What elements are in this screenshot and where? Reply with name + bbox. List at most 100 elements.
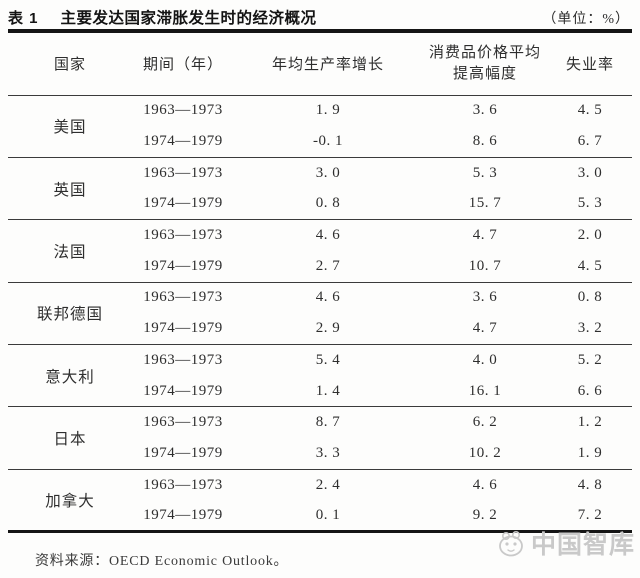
table-row: 日本 1963—1973 8. 7 6. 2 1. 2 xyxy=(8,407,632,448)
country-group-uk: 英国 1963—1973 3. 0 5. 3 3. 0 1974—1979 0.… xyxy=(8,157,632,220)
table-row: 1974—1979 0. 8 15. 7 5. 3 xyxy=(8,189,632,220)
header-country: 国家 xyxy=(8,31,132,96)
price-value: 4. 7 xyxy=(472,320,498,337)
period-cell: 1974—1979 xyxy=(143,257,223,274)
unit-note: （单位：%） xyxy=(542,12,630,27)
table-row: 1974—1979 3. 3 10. 2 1. 9 xyxy=(8,438,632,469)
country-name: 加拿大 xyxy=(45,492,95,510)
country-group-france: 法国 1963—1973 4. 6 4. 7 2. 0 1974—1979 2.… xyxy=(8,220,632,283)
price-value: 4. 6 xyxy=(472,476,498,493)
unemployment-value: 3. 2 xyxy=(577,320,603,337)
table-caption: 表 1 主要发达国家滞胀发生时的经济概况 xyxy=(8,6,317,28)
table-row: 1974—1979 2. 9 4. 7 3. 2 xyxy=(8,313,632,344)
country-name: 法国 xyxy=(53,243,87,261)
header-row: 国家 期间（年） 年均生产率增长 消费品价格平均 提高幅度 失业率 xyxy=(8,31,632,96)
table-title: 主要发达国家滞胀发生时的经济概况 xyxy=(60,10,317,27)
country-name: 日本 xyxy=(53,431,87,449)
productivity-value: 5. 4 xyxy=(315,351,341,368)
unemployment-value: 1. 2 xyxy=(577,414,603,431)
header-unemployment: 失业率 xyxy=(548,31,632,96)
country-name: 意大利 xyxy=(45,368,95,386)
panda-face-logo-icon xyxy=(499,530,523,557)
unemployment-value: 2. 0 xyxy=(577,227,603,244)
price-value: 10. 2 xyxy=(468,444,502,461)
unemployment-value: 3. 0 xyxy=(577,164,603,181)
price-value: 16. 1 xyxy=(468,382,502,399)
price-value: 3. 6 xyxy=(472,289,498,306)
watermark-text: 中国智库 xyxy=(530,531,635,559)
period-cell: 1974—1979 xyxy=(143,133,223,150)
table-caption-row: 表 1 主要发达国家滞胀发生时的经济概况 （单位：%） xyxy=(8,6,630,28)
unemployment-value: 6. 6 xyxy=(577,382,603,399)
period-cell: 1974—1979 xyxy=(143,506,223,523)
header-period: 期间（年） xyxy=(132,31,234,96)
productivity-value: 2. 7 xyxy=(315,257,341,274)
productivity-value: 0. 1 xyxy=(315,506,341,523)
table-row: 1974—1979 1. 4 16. 1 6. 6 xyxy=(8,376,632,407)
price-value: 4. 0 xyxy=(472,351,498,368)
table-row: 1974—1979 0. 1 9. 2 7. 2 xyxy=(8,500,632,531)
stagflation-data-table: 国家 期间（年） 年均生产率增长 消费品价格平均 提高幅度 失业率 美国 196… xyxy=(8,29,632,534)
period-cell: 1963—1973 xyxy=(143,476,223,493)
price-value: 8. 6 xyxy=(472,133,498,150)
country-group-canada: 加拿大 1963—1973 2. 4 4. 6 4. 8 1974—1979 0… xyxy=(8,469,632,531)
price-value: 9. 2 xyxy=(472,506,498,523)
unemployment-value: 4. 8 xyxy=(577,476,603,493)
period-cell: 1963—1973 xyxy=(143,351,223,368)
table-row: 法国 1963—1973 4. 6 4. 7 2. 0 xyxy=(8,220,632,261)
unemployment-value: 5. 2 xyxy=(577,351,603,368)
productivity-value: 3. 3 xyxy=(315,444,341,461)
productivity-value: 1. 9 xyxy=(315,102,341,119)
header-price-line1: 消费品价格平均 xyxy=(428,44,541,61)
unemployment-value: 4. 5 xyxy=(577,257,603,274)
price-value: 6. 2 xyxy=(472,414,498,431)
price-value: 5. 3 xyxy=(472,164,498,181)
period-cell: 1963—1973 xyxy=(143,227,223,244)
productivity-value: 4. 6 xyxy=(315,289,341,306)
period-cell: 1963—1973 xyxy=(143,102,223,119)
period-cell: 1974—1979 xyxy=(143,444,223,461)
country-group-usa: 美国 1963—1973 1. 9 3. 6 4. 5 1974—1979 -0… xyxy=(8,95,632,158)
unemployment-value: 5. 3 xyxy=(577,195,603,212)
price-value: 4. 7 xyxy=(472,227,498,244)
unemployment-value: 1. 9 xyxy=(577,444,603,461)
header-price-line2: 提高幅度 xyxy=(452,65,517,82)
table-row: 1974—1979 -0. 1 8. 6 6. 7 xyxy=(8,126,632,157)
productivity-value: -0. 1 xyxy=(313,133,343,150)
unemployment-value: 0. 8 xyxy=(577,289,603,306)
price-value: 10. 7 xyxy=(468,257,502,274)
table-header: 国家 期间（年） 年均生产率增长 消费品价格平均 提高幅度 失业率 xyxy=(8,31,632,96)
country-group-italy: 意大利 1963—1973 5. 4 4. 0 5. 2 1974—1979 1… xyxy=(8,345,632,407)
unemployment-value: 6. 7 xyxy=(577,133,603,150)
productivity-value: 2. 4 xyxy=(315,476,341,493)
unemployment-value: 7. 2 xyxy=(577,506,603,523)
price-value: 15. 7 xyxy=(468,195,502,212)
table-row: 美国 1963—1973 1. 9 3. 6 4. 5 xyxy=(8,95,632,136)
productivity-value: 2. 9 xyxy=(315,320,341,337)
country-group-west-germany: 联邦德国 1963—1973 4. 6 3. 6 0. 8 1974—1979 … xyxy=(8,282,632,345)
country-name: 联邦德国 xyxy=(36,306,103,324)
period-cell: 1974—1979 xyxy=(143,320,223,337)
table-number-label: 表 1 xyxy=(8,10,39,27)
period-cell: 1963—1973 xyxy=(143,414,223,431)
country-name: 美国 xyxy=(53,119,87,137)
source-note: 资料来源：OECD Economic Outlook。 xyxy=(35,554,289,569)
table-row: 意大利 1963—1973 5. 4 4. 0 5. 2 xyxy=(8,345,632,386)
productivity-value: 3. 0 xyxy=(315,164,341,181)
table-row: 加拿大 1963—1973 2. 4 4. 6 4. 8 xyxy=(8,469,632,510)
period-cell: 1974—1979 xyxy=(143,195,223,212)
unemployment-value: 4. 5 xyxy=(577,102,603,119)
period-cell: 1974—1979 xyxy=(143,382,223,399)
productivity-value: 8. 7 xyxy=(315,414,341,431)
watermark: 中国智库 xyxy=(496,529,635,561)
period-cell: 1963—1973 xyxy=(143,289,223,306)
price-value: 3. 6 xyxy=(472,102,498,119)
header-productivity: 年均生产率增长 xyxy=(234,31,422,96)
period-cell: 1963—1973 xyxy=(143,164,223,181)
country-group-japan: 日本 1963—1973 8. 7 6. 2 1. 2 1974—1979 3.… xyxy=(8,407,632,470)
country-name: 英国 xyxy=(53,181,87,199)
header-price: 消费品价格平均 提高幅度 xyxy=(422,31,548,96)
table-row: 联邦德国 1963—1973 4. 6 3. 6 0. 8 xyxy=(8,282,632,323)
productivity-value: 0. 8 xyxy=(315,195,341,212)
